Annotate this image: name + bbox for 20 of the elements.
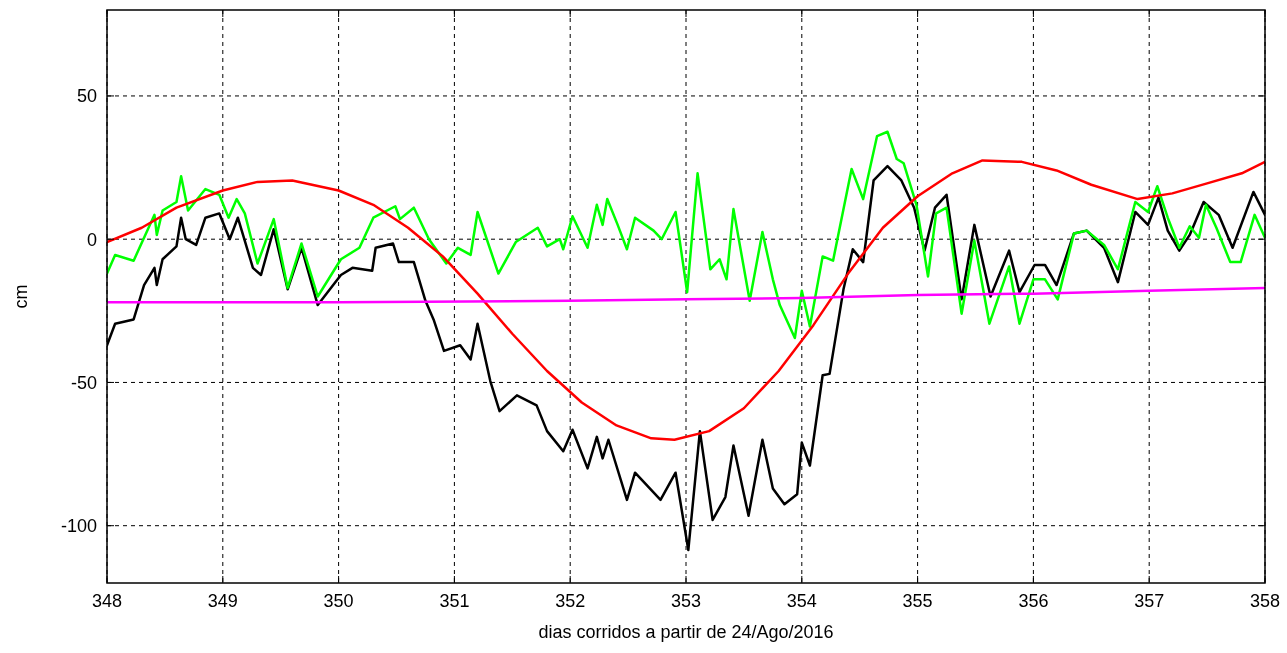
x-tick-label: 356 (1018, 591, 1049, 611)
x-axis-title: dias corridos a partir de 24/Ago/2016 (538, 622, 834, 642)
line-series (107, 130, 1265, 340)
x-tick-label: 352 (555, 591, 586, 611)
y-tick-label: 0 (86, 229, 97, 250)
x-tick-label: 357 (1134, 591, 1165, 611)
x-tick-label: 358 (1249, 591, 1281, 611)
x-tick-label: 355 (902, 591, 933, 611)
y-tick-label: -100 (60, 516, 97, 536)
x-tick-label: 350 (323, 591, 354, 611)
line-series (107, 159, 1265, 441)
x-tick-label: 348 (91, 591, 123, 611)
y-tick-label: -50 (70, 372, 97, 393)
x-tick-label: 353 (670, 591, 702, 611)
x-tick-label: 354 (786, 591, 817, 611)
y-tick-label: 50 (76, 86, 97, 107)
y-axis-title: cm (11, 284, 31, 309)
x-tick-label: 351 (439, 591, 470, 611)
line-series (107, 286, 1265, 304)
x-tick-label: 349 (207, 591, 238, 611)
